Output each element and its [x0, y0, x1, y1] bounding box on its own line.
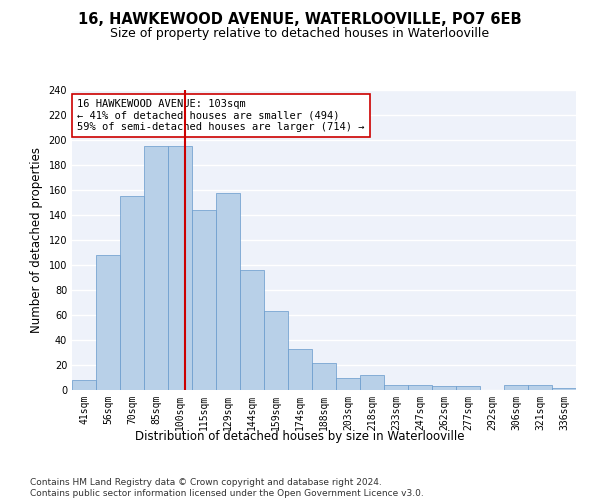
Bar	[384, 385, 408, 390]
Bar	[528, 385, 552, 390]
Bar	[408, 385, 432, 390]
Bar	[552, 388, 576, 390]
Bar	[336, 378, 360, 390]
Text: 16, HAWKEWOOD AVENUE, WATERLOOVILLE, PO7 6EB: 16, HAWKEWOOD AVENUE, WATERLOOVILLE, PO7…	[78, 12, 522, 28]
Bar	[144, 146, 168, 390]
Bar	[264, 311, 288, 390]
Bar	[72, 380, 96, 390]
Text: 16 HAWKEWOOD AVENUE: 103sqm
← 41% of detached houses are smaller (494)
59% of se: 16 HAWKEWOOD AVENUE: 103sqm ← 41% of det…	[77, 99, 365, 132]
Text: Distribution of detached houses by size in Waterlooville: Distribution of detached houses by size …	[135, 430, 465, 443]
Bar	[504, 385, 528, 390]
Text: Contains HM Land Registry data © Crown copyright and database right 2024.
Contai: Contains HM Land Registry data © Crown c…	[30, 478, 424, 498]
Bar	[432, 386, 456, 390]
Bar	[288, 349, 312, 390]
Bar	[96, 255, 120, 390]
Bar	[192, 210, 216, 390]
Bar	[240, 270, 264, 390]
Bar	[168, 146, 192, 390]
Bar	[360, 375, 384, 390]
Bar	[120, 196, 144, 390]
Y-axis label: Number of detached properties: Number of detached properties	[30, 147, 43, 333]
Bar	[216, 192, 240, 390]
Bar	[456, 386, 480, 390]
Bar	[312, 362, 336, 390]
Text: Size of property relative to detached houses in Waterlooville: Size of property relative to detached ho…	[110, 28, 490, 40]
